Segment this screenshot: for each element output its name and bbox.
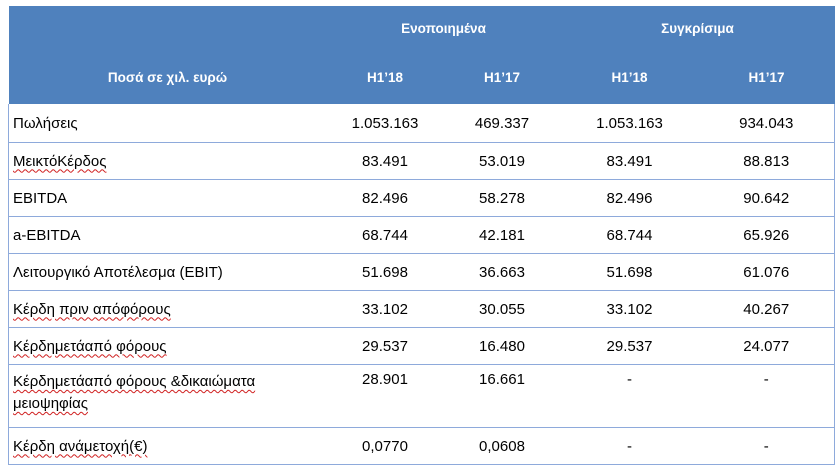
row-value: 51.698 <box>560 253 699 291</box>
row-label: ΜεικτόΚέρδος <box>13 152 107 170</box>
row-value: 28.901 <box>326 364 444 428</box>
row-value: 0,0770 <box>326 427 444 465</box>
row-value: 58.278 <box>443 179 561 217</box>
row-value: 29.537 <box>560 327 699 365</box>
table-row: Κέρδημετάαπό φόρους &δικαιώματα μειοψηφί… <box>8 364 835 428</box>
table-row: Κέρδη πριν απόφόρους 33.102 30.055 33.10… <box>8 290 835 328</box>
row-value: 934.043 <box>698 104 835 143</box>
row-value: 33.102 <box>326 290 444 328</box>
row-label: a-EBITDA <box>8 216 327 254</box>
row-label: Κέρδη ανάμετοχή(€) <box>13 437 148 455</box>
row-value: - <box>560 427 699 465</box>
row-value: 68.744 <box>326 216 444 254</box>
header-group-row: Ενοποιημένα Συγκρίσιμα <box>8 6 835 50</box>
row-value: 33.102 <box>560 290 699 328</box>
row-value: 0,0608 <box>443 427 561 465</box>
table-row: Κέρδη ανάμετοχή(€) 0,0770 0,0608 - - <box>8 427 835 465</box>
table-row: EBITDA 82.496 58.278 82.496 90.642 <box>8 179 835 217</box>
row-value: 29.537 <box>326 327 444 365</box>
row-label: Κέρδη πριν απόφόρους <box>13 300 171 318</box>
header-blank-cell <box>8 6 327 50</box>
table-row: Λειτουργικό Αποτέλεσμα (EBIT) 51.698 36.… <box>8 253 835 291</box>
row-label: Λειτουργικό Αποτέλεσμα (EBIT) <box>8 253 327 291</box>
row-label: EBITDA <box>8 179 327 217</box>
header-period-comparable-h1-18: H1’18 <box>560 50 699 104</box>
row-value: 88.813 <box>698 142 835 180</box>
row-value: 65.926 <box>698 216 835 254</box>
row-value: 40.267 <box>698 290 835 328</box>
row-value: 51.698 <box>326 253 444 291</box>
financial-results-table: Ενοποιημένα Συγκρίσιμα Ποσά σε χιλ. ευρώ… <box>8 6 835 465</box>
row-label: Κέρδημετάαπό φόρους <box>13 337 167 355</box>
table-row: Κέρδημετάαπό φόρους 29.537 16.480 29.537… <box>8 327 835 365</box>
row-label-cell: Κέρδη ανάμετοχή(€) <box>8 427 327 465</box>
row-label-cell: Κέρδημετάαπό φόρους <box>8 327 327 365</box>
table-row: a-EBITDA 68.744 42.181 68.744 65.926 <box>8 216 835 254</box>
header-amount-label: Ποσά σε χιλ. ευρώ <box>8 50 327 104</box>
header-period-consolidated-h1-18: H1’18 <box>326 50 444 104</box>
header-group-comparable: Συγκρίσιμα <box>560 6 835 50</box>
row-value: 16.480 <box>443 327 561 365</box>
row-value: 1.053.163 <box>560 104 699 143</box>
row-value: 1.053.163 <box>326 104 444 143</box>
row-value: 30.055 <box>443 290 561 328</box>
table-row: Πωλήσεις 1.053.163 469.337 1.053.163 934… <box>8 104 835 143</box>
row-value: 82.496 <box>326 179 444 217</box>
row-label-cell: ΜεικτόΚέρδος <box>8 142 327 180</box>
row-label: Πωλήσεις <box>8 104 327 143</box>
financial-table-container: Ενοποιημένα Συγκρίσιμα Ποσά σε χιλ. ευρώ… <box>8 6 835 465</box>
header-period-consolidated-h1-17: H1’17 <box>443 50 561 104</box>
row-value: - <box>698 427 835 465</box>
row-value: 68.744 <box>560 216 699 254</box>
header-group-consolidated: Ενοποιημένα <box>326 6 561 50</box>
row-value: - <box>698 364 835 428</box>
row-value: 61.076 <box>698 253 835 291</box>
row-label: Κέρδημετάαπό φόρους &δικαιώματα μειοψηφί… <box>13 373 256 412</box>
row-value: 36.663 <box>443 253 561 291</box>
row-value: 469.337 <box>443 104 561 143</box>
row-value: 42.181 <box>443 216 561 254</box>
row-value: - <box>560 364 699 428</box>
row-value: 16.661 <box>443 364 561 428</box>
row-value: 83.491 <box>326 142 444 180</box>
header-period-row: Ποσά σε χιλ. ευρώ H1’18 H1’17 H1’18 H1’1… <box>8 50 835 104</box>
row-label-cell: Κέρδη πριν απόφόρους <box>8 290 327 328</box>
row-label-cell: Κέρδημετάαπό φόρους &δικαιώματα μειοψηφί… <box>8 364 327 428</box>
row-value: 53.019 <box>443 142 561 180</box>
row-value: 83.491 <box>560 142 699 180</box>
table-row: ΜεικτόΚέρδος 83.491 53.019 83.491 88.813 <box>8 142 835 180</box>
header-period-comparable-h1-17: H1’17 <box>698 50 835 104</box>
row-value: 90.642 <box>698 179 835 217</box>
row-value: 82.496 <box>560 179 699 217</box>
row-value: 24.077 <box>698 327 835 365</box>
